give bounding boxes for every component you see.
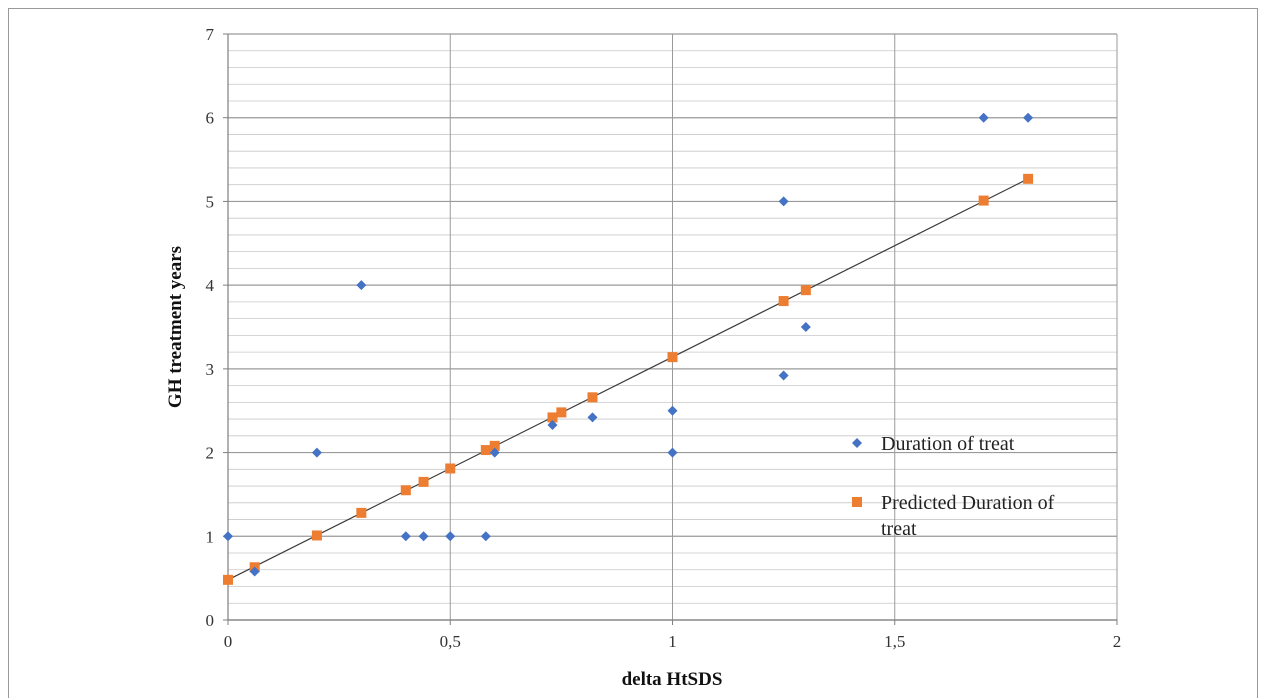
legend-label-duration: Duration of treat xyxy=(881,433,1015,455)
axes xyxy=(223,33,1118,625)
duration-point xyxy=(249,566,260,577)
y-tick-label: 3 xyxy=(206,360,215,379)
duration-point xyxy=(978,112,989,123)
data-points xyxy=(223,112,1034,585)
tick-labels: 0 1 2 3 4 5 6 7 0 0,5 1 1,5 2 xyxy=(206,25,1122,651)
predicted-point xyxy=(418,476,429,487)
predicted-point xyxy=(667,352,678,363)
duration-point xyxy=(800,322,811,332)
duration-point xyxy=(418,531,429,542)
predicted-point xyxy=(223,574,233,585)
legend-marker-predicted xyxy=(852,497,862,507)
duration-point xyxy=(400,531,411,542)
duration-point xyxy=(547,419,558,430)
x-tick-label: 0,5 xyxy=(440,632,461,651)
legend-label-predicted: treat xyxy=(881,518,917,540)
predicted-point xyxy=(1023,173,1034,184)
predicted-point xyxy=(778,296,789,307)
y-tick-label: 7 xyxy=(206,25,215,44)
predicted-point xyxy=(978,195,989,206)
legend-marker-duration xyxy=(852,438,862,448)
x-tick-label: 1 xyxy=(668,632,677,651)
duration-point xyxy=(667,447,678,458)
x-axis-label: delta HtSDS xyxy=(622,669,723,690)
x-tick-label: 2 xyxy=(1113,632,1122,651)
legend-label-predicted: Predicted Duration of xyxy=(881,492,1055,514)
y-axis-label: GH treatment years xyxy=(165,246,186,408)
duration-point xyxy=(311,447,322,458)
predicted-point xyxy=(480,445,491,456)
x-tick-label: 1,5 xyxy=(884,632,905,651)
duration-point xyxy=(445,531,456,542)
duration-point xyxy=(1023,112,1034,123)
duration-point xyxy=(667,405,678,416)
predicted-point xyxy=(445,463,456,474)
predicted-point xyxy=(311,530,322,541)
duration-point xyxy=(480,531,491,542)
y-tick-label: 0 xyxy=(206,611,215,630)
x-tick-label: 0 xyxy=(224,632,233,651)
duration-point xyxy=(223,531,233,542)
duration-point xyxy=(778,370,789,381)
duration-point xyxy=(778,196,789,207)
predicted-point xyxy=(547,412,558,423)
y-tick-label: 6 xyxy=(206,109,215,128)
predicted-point xyxy=(489,440,500,451)
y-tick-label: 4 xyxy=(206,276,215,295)
predicted-point xyxy=(587,392,598,403)
duration-point xyxy=(356,280,367,291)
y-tick-label: 2 xyxy=(206,444,215,463)
y-tick-label: 1 xyxy=(206,527,215,546)
predicted-point xyxy=(556,407,567,418)
chart-frame xyxy=(8,8,1258,698)
duration-point xyxy=(489,447,500,458)
predicted-point xyxy=(400,485,411,496)
predicted-point xyxy=(800,285,811,296)
legend: Duration of treat Predicted Duration of tr… xyxy=(852,433,1055,540)
duration-point xyxy=(587,412,598,423)
predicted-point xyxy=(356,507,367,518)
y-tick-label: 5 xyxy=(206,192,215,211)
